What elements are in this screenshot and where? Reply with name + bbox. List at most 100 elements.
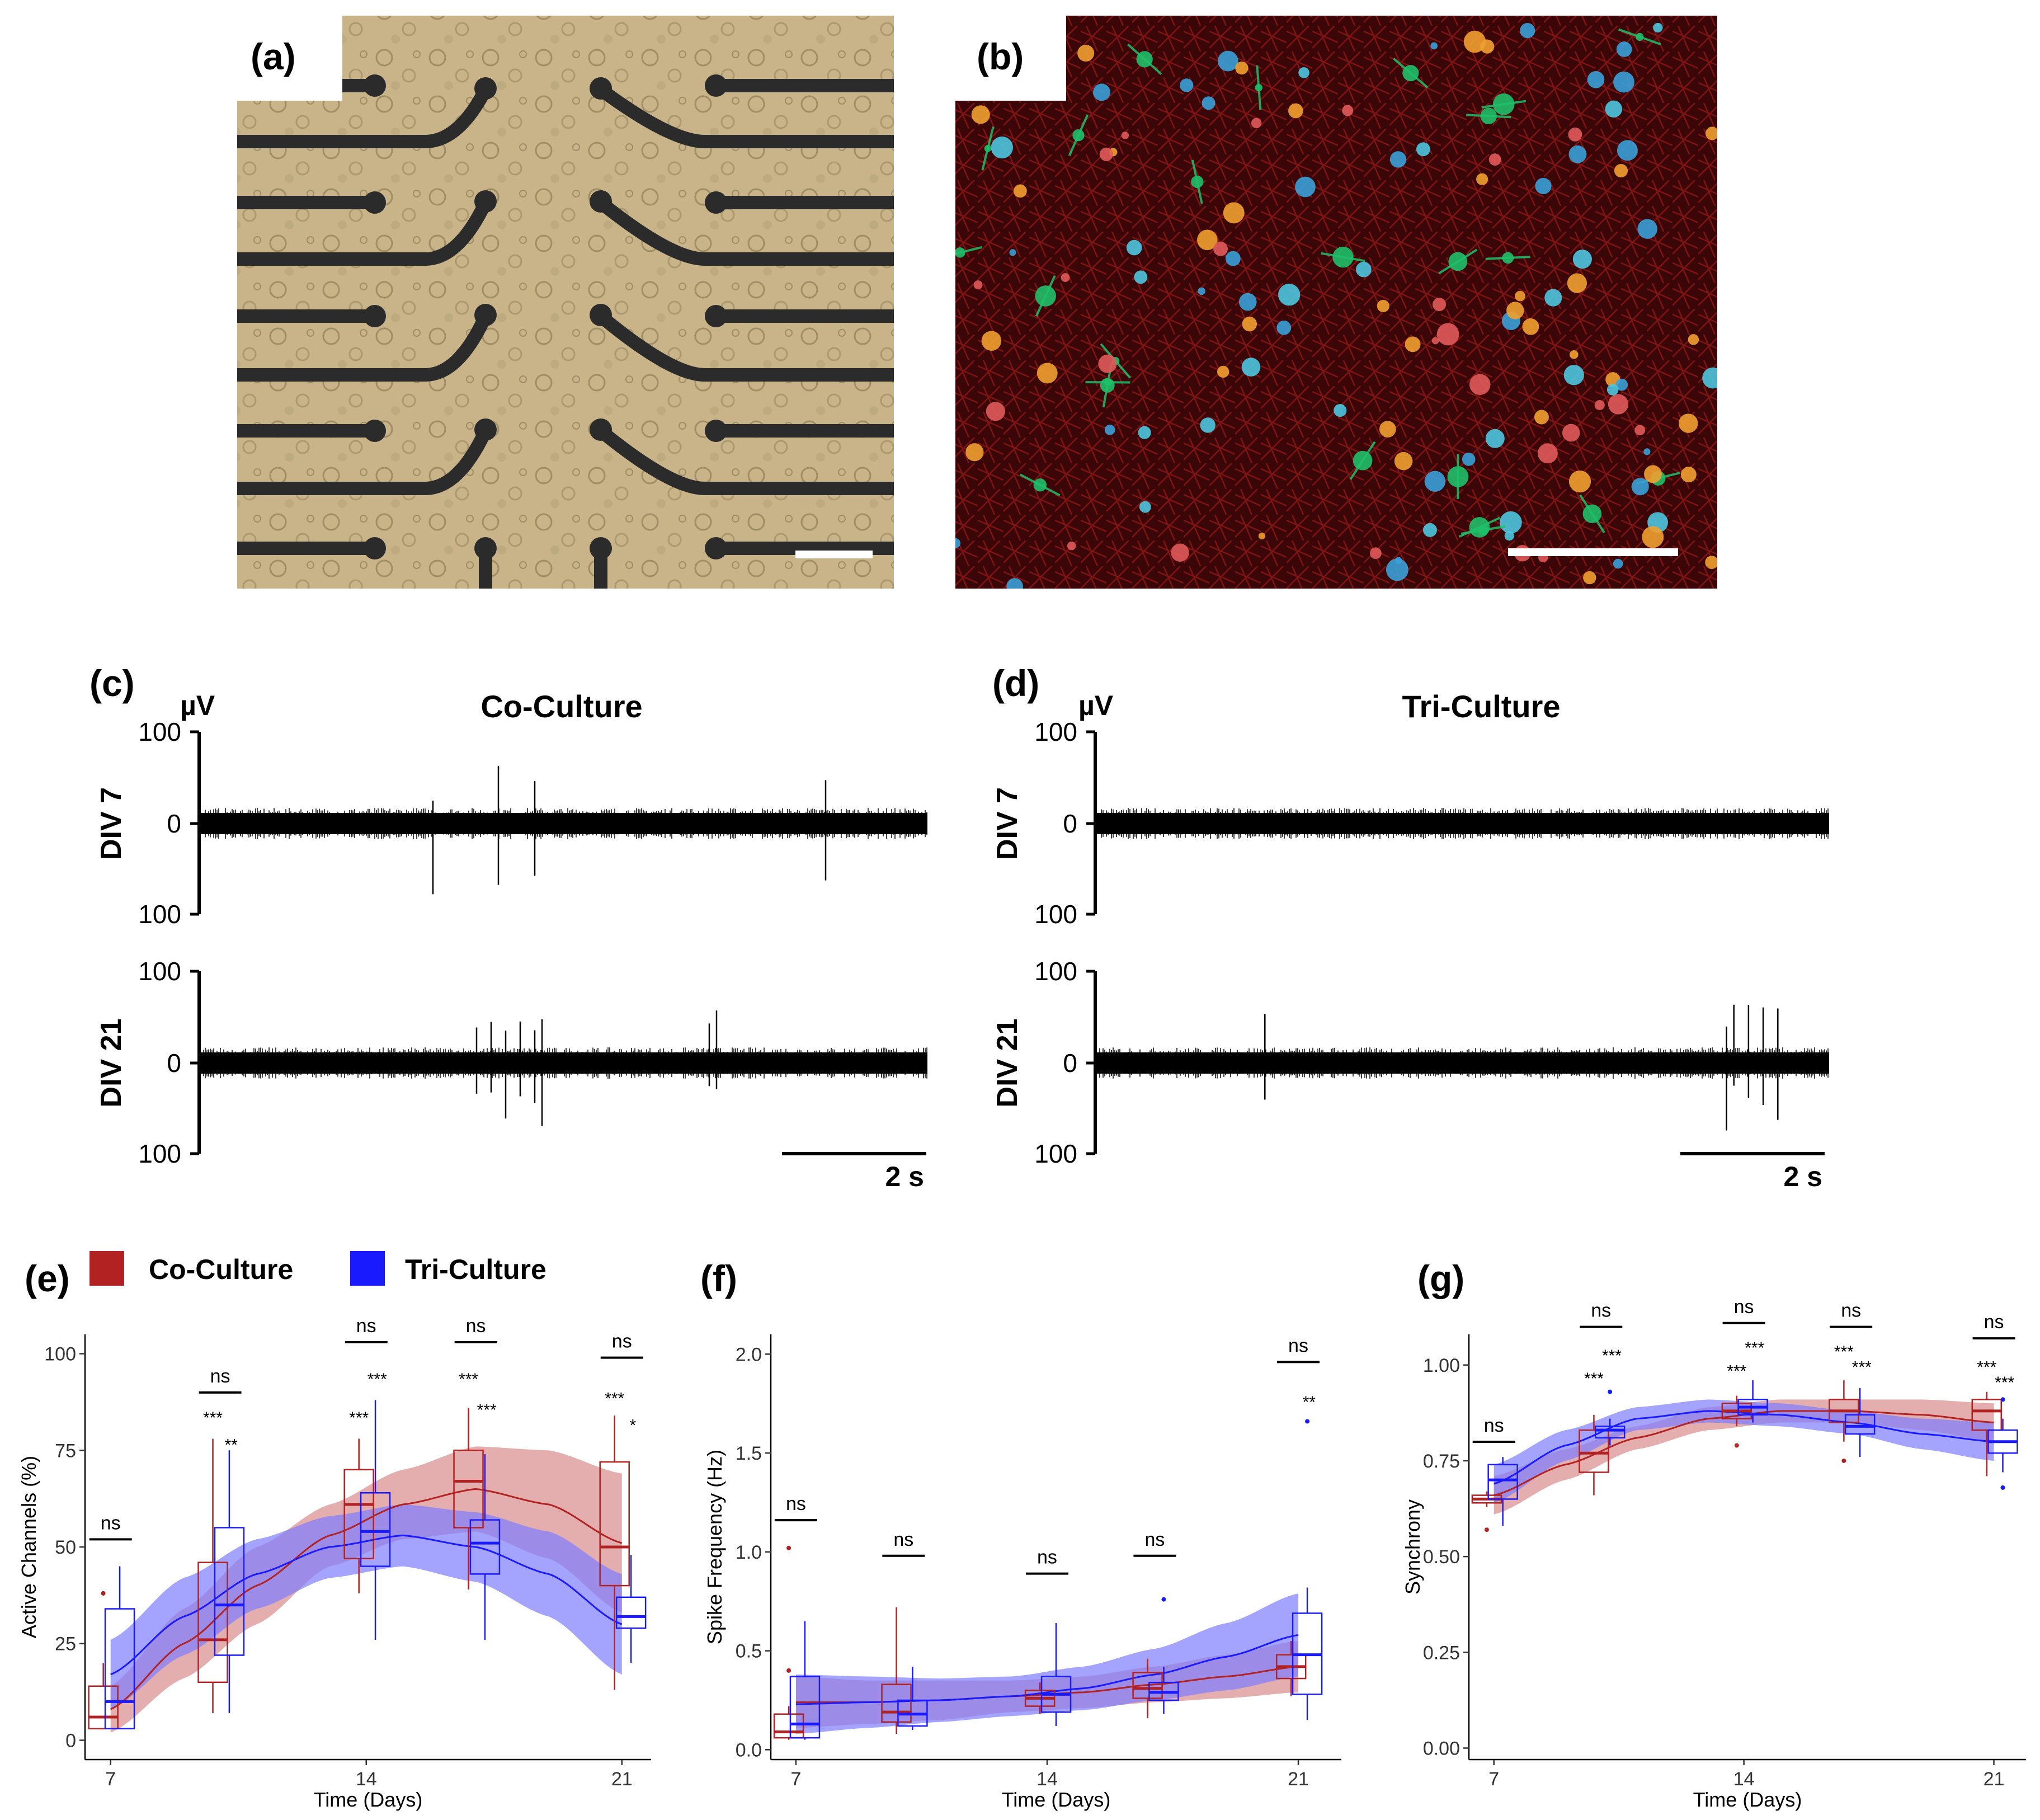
cell-nucleus (1334, 403, 1347, 417)
x-axis-label: Time (Days) (1693, 1788, 1802, 1811)
panel-e: (e) 0 25 50 75 100 7 14 21 Time (Days) Active Cha… (17, 1258, 651, 1811)
cell-nucleus (986, 402, 1005, 421)
cell-nucleus (1562, 424, 1580, 442)
trace-title-d: Tri-Culture (1402, 689, 1560, 724)
panel-c: (c) µV Co-Culture 100 0 100 DIV 7 100 0 100 DIV… (89, 662, 927, 1192)
cell-nucleus (1217, 50, 1238, 72)
cell-nucleus (1634, 425, 1646, 436)
cell-nucleus (1138, 426, 1151, 439)
chart-g: 0.00 0.25 0.50 0.75 1.00 7 14 21 Time (Days) Sync… (1401, 1296, 2026, 1811)
cell-nucleus (1485, 429, 1505, 448)
cell-nucleus (1594, 400, 1605, 411)
trace-area-d: 100 0 100 DIV 7 100 0 100 DIV 21 2 s (991, 717, 1829, 1192)
significance-stars: *** (349, 1409, 369, 1427)
cell-nucleus (1288, 103, 1303, 119)
cell-nucleus (955, 538, 961, 548)
cell-nucleus (1098, 354, 1117, 373)
x-tick-label: 7 (1488, 1769, 1499, 1790)
box-outlier (1841, 1458, 1846, 1463)
cell-nucleus (1642, 526, 1664, 548)
fiber-texture (955, 16, 1717, 589)
trace-signal (1096, 808, 1829, 839)
cell-nucleus (1504, 530, 1515, 541)
box (197, 1562, 228, 1683)
cell-nucleus (1502, 252, 1514, 264)
box-outlier (1161, 1597, 1166, 1602)
y-tick-label: 0 (167, 809, 181, 838)
box (599, 1461, 630, 1587)
significance-stars: *** (368, 1370, 387, 1389)
cell-nucleus (1134, 270, 1148, 284)
significance-label: ns (1484, 1415, 1504, 1436)
y-tick-label: 0 (65, 1730, 76, 1751)
x-tick-label: 14 (1037, 1769, 1058, 1790)
box (1844, 1414, 1876, 1435)
significance-label: ns (1288, 1335, 1308, 1356)
significance-stars: *** (1852, 1358, 1872, 1376)
x-tick-label: 7 (790, 1769, 801, 1790)
label-box-b (955, 16, 1066, 101)
cell-nucleus (1617, 140, 1638, 161)
cell-nucleus (1377, 299, 1389, 312)
x-tick-label: 14 (1733, 1769, 1755, 1790)
electrodes (237, 79, 894, 589)
cell-nucleus (1570, 350, 1579, 359)
significance-stars: *** (1834, 1343, 1854, 1361)
y-axis-label: Synchrony (1401, 1499, 1424, 1595)
cell-nucleus (1636, 32, 1644, 41)
cell-nucleus (1480, 107, 1497, 125)
y-tick-label: 0.50 (1423, 1546, 1460, 1568)
box (453, 1450, 484, 1529)
cell-nucleus (1705, 556, 1717, 570)
cell-nucleus (1037, 363, 1058, 384)
cell-nucleus (1653, 22, 1663, 33)
cell-nucleus (1608, 394, 1629, 415)
panel-label-g: (g) (1417, 1258, 1464, 1299)
cell-nucleus (1688, 334, 1699, 345)
cell-nucleus (1520, 23, 1535, 39)
x-tick-label: 21 (1288, 1769, 1309, 1790)
cell-nucleus (1614, 164, 1628, 178)
y-tick-label: 2.0 (736, 1344, 762, 1365)
y-tick-label: 0.25 (1423, 1642, 1460, 1663)
box-outlier (786, 1668, 791, 1673)
panel-d: (d) µV Tri-Culture 100 0 100 DIV 7 100 0 100 DI… (991, 662, 1829, 1192)
significance-label: ns (466, 1315, 486, 1337)
panel-label-f: (f) (700, 1258, 737, 1299)
cell-nucleus (973, 280, 983, 290)
scale-bar-a (795, 551, 873, 558)
cell-nucleus (1202, 96, 1215, 110)
cell-nucleus (1238, 293, 1257, 311)
box (789, 1676, 821, 1739)
cell-nucleus (971, 105, 990, 124)
cell-nucleus (1448, 252, 1468, 271)
y-tick-label: 0 (1063, 1048, 1077, 1078)
significance-label: ns (101, 1512, 121, 1534)
cell-nucleus (1104, 424, 1115, 435)
cell-nucleus (1191, 175, 1204, 189)
cell-nucleus (1568, 471, 1591, 493)
panel-label-e: (e) (25, 1258, 70, 1299)
cell-nucleus (1515, 290, 1525, 302)
time-scale-label: 2 s (1783, 1161, 1822, 1192)
cell-nucleus (1680, 467, 1697, 483)
significance-stars: *** (1584, 1370, 1604, 1388)
y-tick-label: 50 (55, 1537, 76, 1558)
trend-band-tri (795, 1593, 1299, 1734)
significance-stars: * (630, 1417, 637, 1435)
cell-nucleus (1006, 578, 1023, 589)
cell-nucleus (1033, 478, 1047, 492)
cell-nucleus (1613, 71, 1634, 93)
y-tick-label: 100 (138, 900, 181, 929)
cell-nucleus (1613, 558, 1623, 569)
cell-nucleus (1476, 173, 1488, 185)
trace-unit-c: µV (180, 690, 215, 721)
cell-nucleus (1616, 41, 1632, 57)
legend-label-tri: Tri-Culture (405, 1254, 546, 1285)
cell-nucleus (1488, 153, 1501, 166)
cell-nucleus (1386, 558, 1408, 581)
panel-f: (f) 0.0 0.5 1.0 1.5 2.0 7 14 21 Time (Days) Spike… (700, 1258, 1341, 1811)
cell-nucleus (1077, 44, 1095, 62)
cell-nucleus (1136, 51, 1153, 68)
